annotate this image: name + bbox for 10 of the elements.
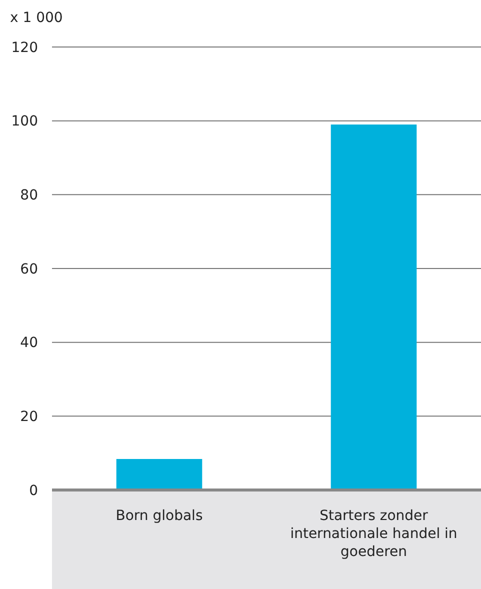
y-tick-label: 20 [20, 409, 38, 426]
y-tick-label: 40 [20, 335, 38, 352]
y-axis-title: x 1 000 [10, 10, 63, 26]
y-tick-label: 0 [29, 482, 38, 499]
y-tick-label: 100 [11, 114, 38, 130]
y-tick-label: 80 [20, 188, 38, 204]
x-tick-label: Born globals [116, 508, 203, 524]
y-tick-label: 60 [20, 261, 38, 278]
y-tick-label: 120 [11, 40, 38, 56]
x-tick-label: Starters zonder internationale handel in goederen [290, 508, 458, 560]
